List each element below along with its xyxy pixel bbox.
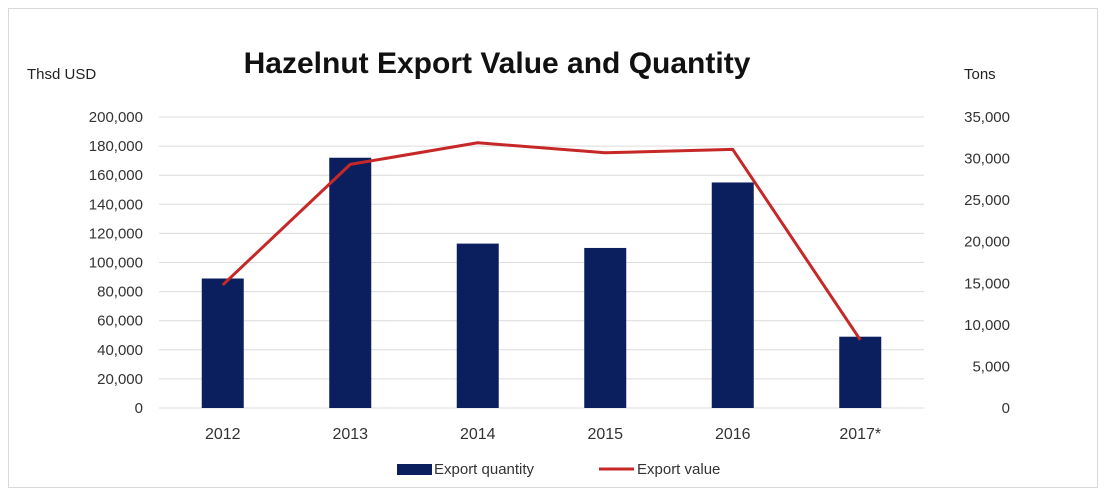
line-export-value: [221, 141, 862, 341]
left-tick-label: 140,000: [89, 196, 143, 213]
right-tick-label: 0: [1002, 400, 1010, 417]
x-tick-label: 2017*: [839, 426, 881, 443]
chart-title: Hazelnut Export Value and Quantity: [244, 47, 751, 80]
line-layer: [221, 141, 862, 341]
left-tick-label: 80,000: [97, 284, 143, 301]
x-tick-label: 2012: [205, 426, 241, 443]
bar-export-quantity: [456, 243, 499, 408]
right-tick-label: 10,000: [964, 317, 1010, 334]
bar-export-quantity: [584, 247, 627, 408]
bars-layer: [201, 157, 882, 408]
right-tick-label: 15,000: [964, 275, 1010, 292]
bar-export-quantity: [329, 157, 372, 408]
right-tick-label: 20,000: [964, 234, 1010, 251]
legend: Export quantity Export value: [397, 461, 720, 478]
grid-layer: [159, 116, 924, 409]
right-tick-label: 30,000: [964, 151, 1010, 168]
bar-export-quantity: [711, 182, 754, 408]
legend-swatch-export-quantity: [397, 464, 432, 475]
right-tick-label: 35,000: [964, 109, 1010, 126]
left-axis-unit: Thsd USD: [27, 66, 96, 83]
right-axis-unit: Tons: [964, 66, 996, 83]
x-tick-label: 2015: [587, 426, 623, 443]
left-tick-label: 40,000: [97, 342, 143, 359]
legend-label-export-quantity: Export quantity: [434, 461, 535, 478]
legend-label-export-value: Export value: [637, 461, 720, 478]
x-tick-label: 2016: [715, 426, 751, 443]
left-tick-label: 0: [135, 400, 143, 417]
chart-svg: Hazelnut Export Value and Quantity Thsd …: [27, 47, 1010, 478]
x-tick-label: 2014: [460, 426, 496, 443]
left-tick-label: 60,000: [97, 313, 143, 330]
bar-export-quantity: [201, 278, 244, 408]
left-tick-label: 200,000: [89, 109, 143, 126]
right-tick-label: 5,000: [972, 358, 1010, 375]
left-tick-label: 20,000: [97, 371, 143, 388]
bar-export-quantity: [839, 336, 882, 408]
chart-frame: Hazelnut Export Value and Quantity Thsd …: [8, 8, 1098, 488]
right-tick-label: 25,000: [964, 192, 1010, 209]
ticks-layer: 0 20,000 40,000 60,000 80,000 100,000 120,000 1…: [89, 109, 1010, 443]
left-tick-label: 120,000: [89, 225, 143, 242]
left-tick-label: 180,000: [89, 138, 143, 155]
left-tick-label: 100,000: [89, 255, 143, 272]
left-tick-label: 160,000: [89, 167, 143, 184]
x-tick-label: 2013: [332, 426, 368, 443]
